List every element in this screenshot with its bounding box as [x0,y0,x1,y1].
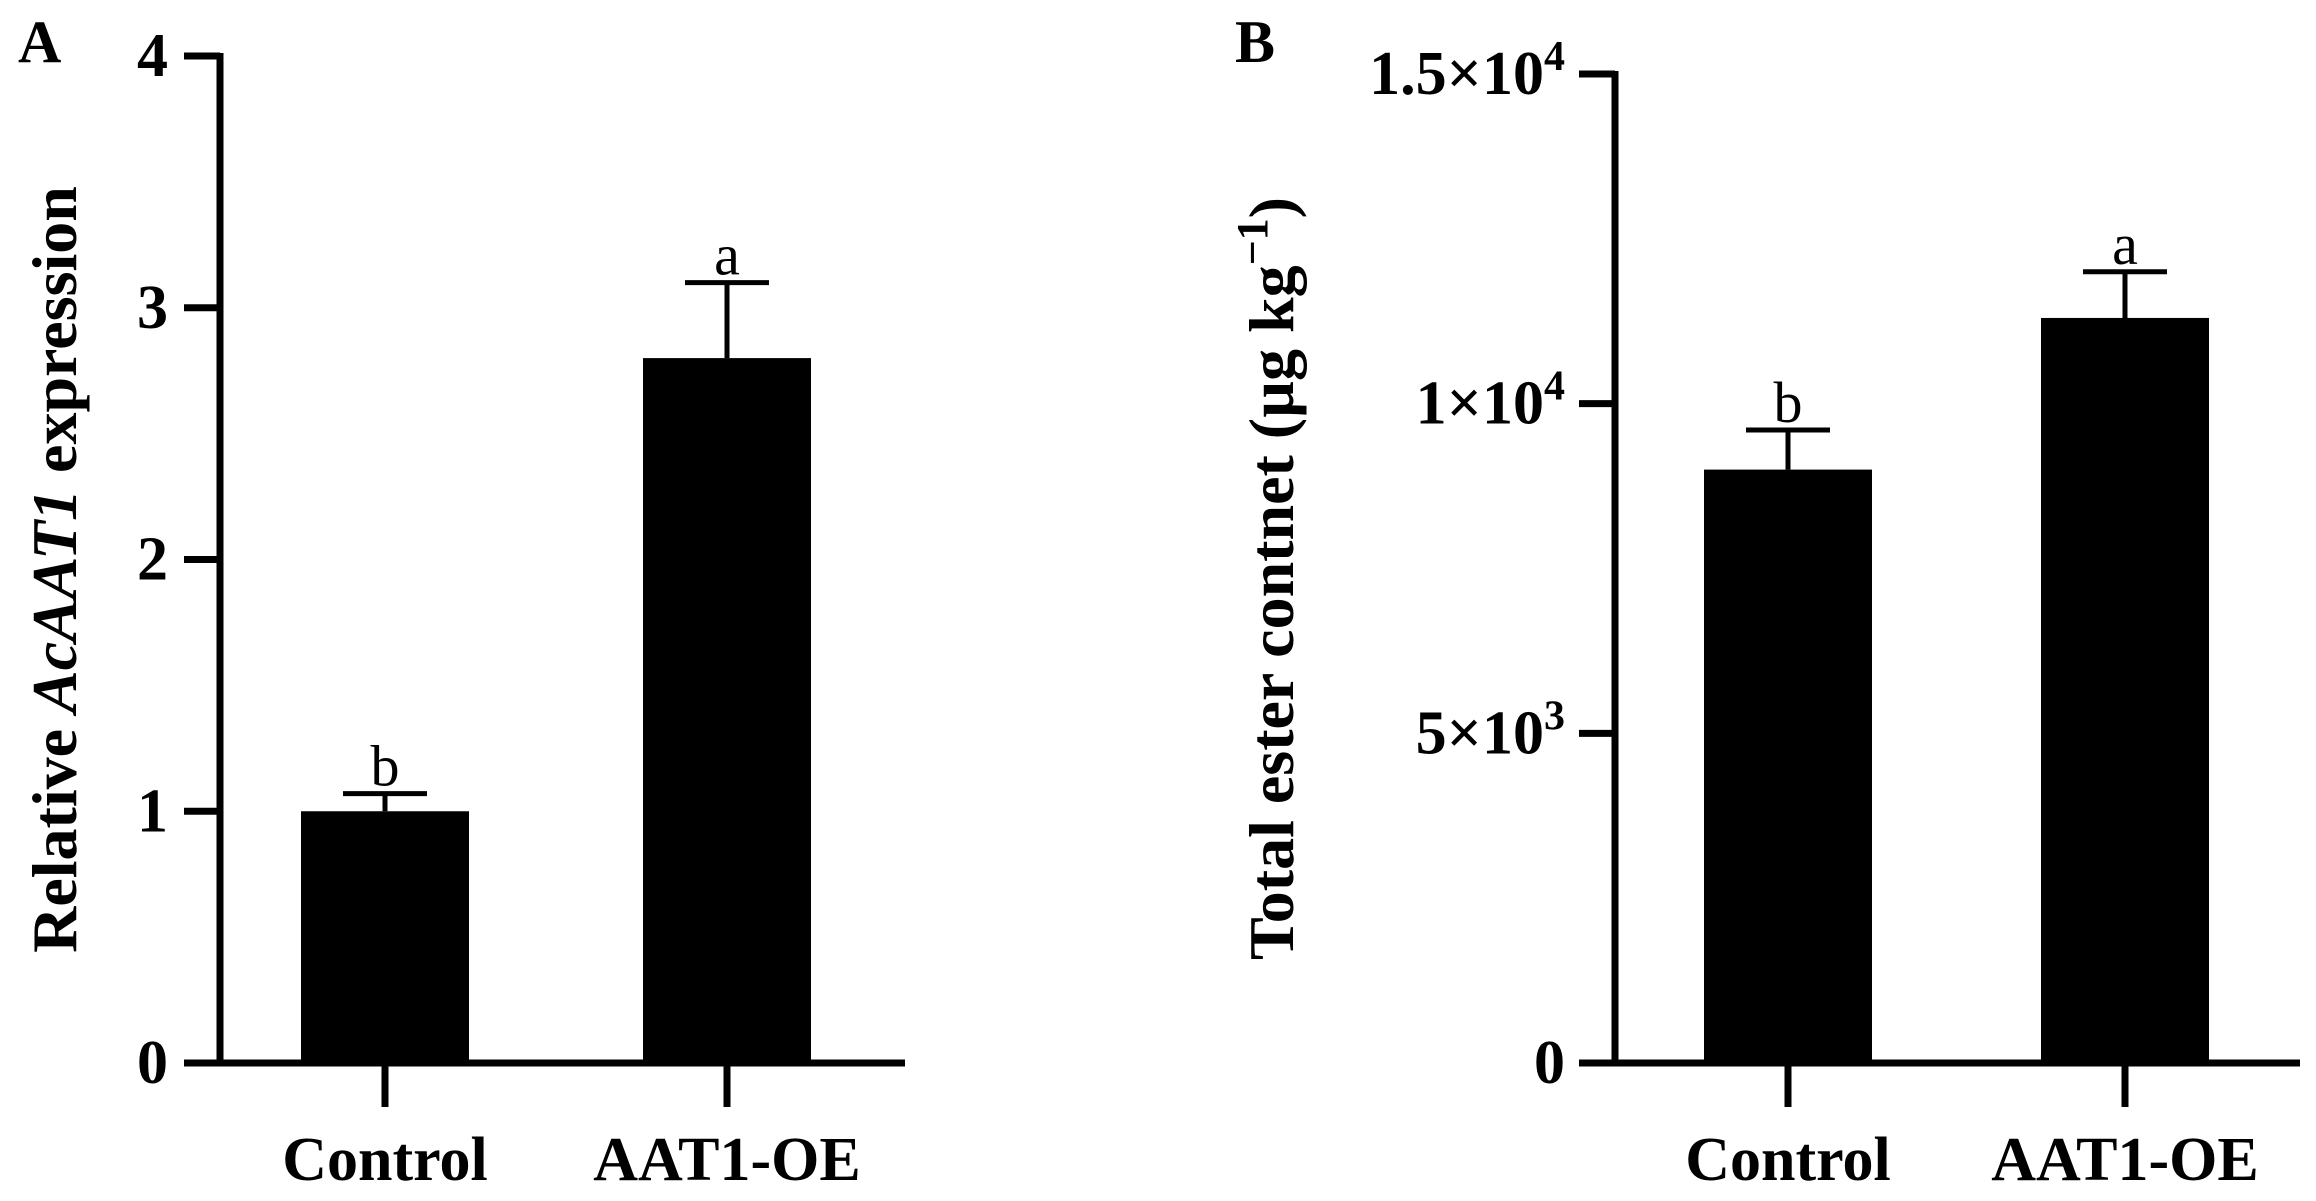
y-tick-label: 5×103 [1416,693,1565,767]
significance-letter: b [371,734,400,799]
y-axis-title: Relative AcAAT1 expression [19,186,90,953]
y-tick-label: 2 [137,526,168,594]
y-axis-title: Total ester contnet (µg kg−1) [1228,197,1307,960]
chart-panel-b: B 0 5×103 1×104 1.5×104 b Control a AAT1-OE Total… [1228,9,2300,1194]
significance-letter: a [2112,212,2138,277]
y-tick-label: 0 [1534,1029,1565,1097]
y-tick-label: 1.5×104 [1369,34,1565,108]
significance-letter: b [1774,370,1803,435]
x-tick-label: AAT1-OE [1991,1126,2259,1194]
y-tick-label: 3 [137,274,168,342]
significance-letter: a [714,223,740,288]
bar [301,811,469,1063]
y-tick-label: 1 [137,777,168,845]
panel-label: B [1235,9,1275,75]
panel-label: A [18,9,61,75]
x-tick-label: Control [1685,1126,1891,1194]
x-tick-label: AAT1-OE [593,1126,861,1194]
chart-panel-a: A 0 1 2 3 4 b Control a AAT1-OE Relative AcAAT1 ex… [18,9,905,1194]
bar [1704,469,1872,1064]
x-tick-label: Control [282,1126,488,1194]
y-tick-label: 0 [137,1029,168,1097]
y-tick-label: 1×104 [1416,364,1565,438]
y-tick-label: 4 [137,22,168,90]
bar [643,358,811,1064]
bar [2041,317,2209,1063]
